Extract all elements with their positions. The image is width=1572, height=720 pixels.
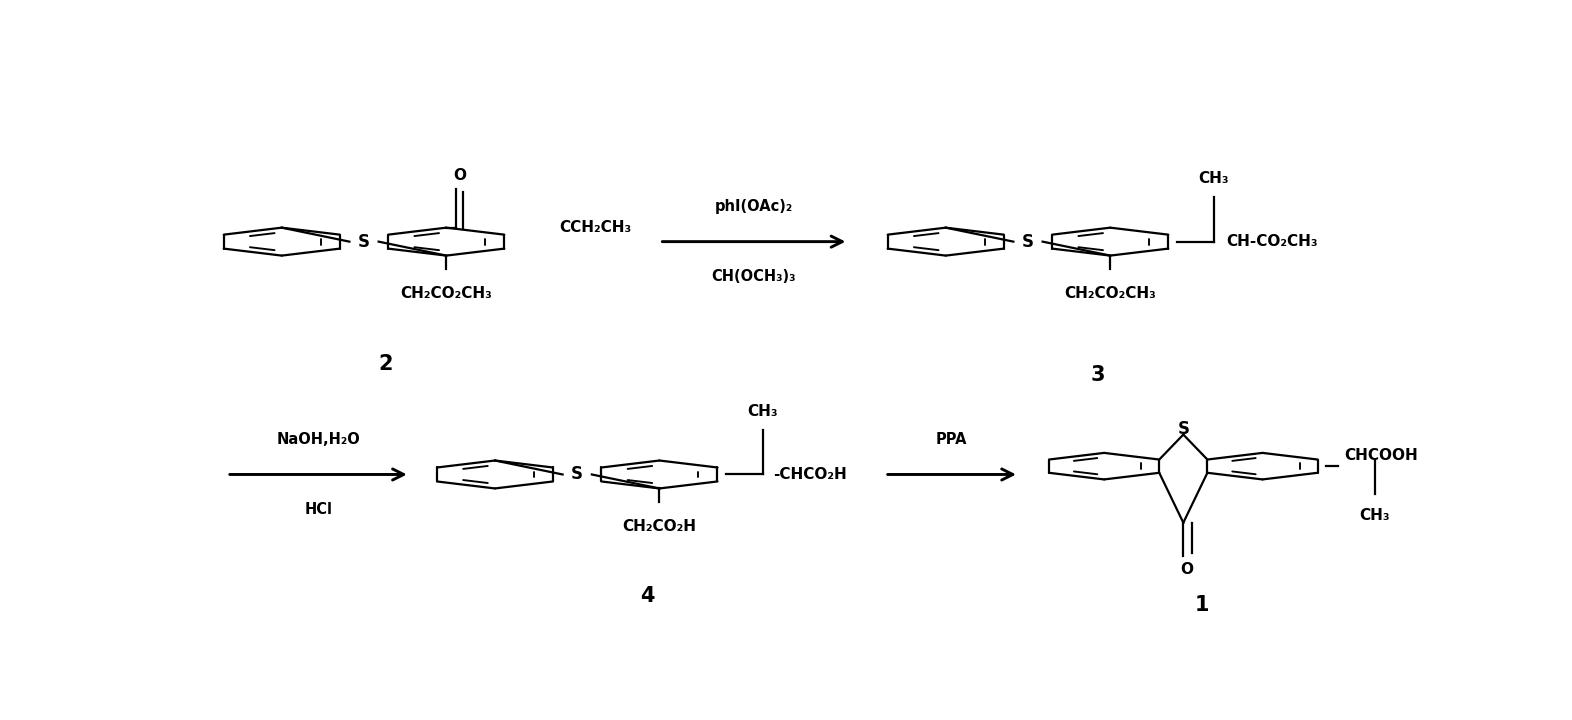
Text: CH(OCH₃)₃: CH(OCH₃)₃ — [712, 269, 795, 284]
Text: PPA: PPA — [935, 432, 968, 446]
Text: O: O — [453, 168, 467, 184]
Text: CH₂CO₂CH₃: CH₂CO₂CH₃ — [401, 286, 492, 301]
Text: 4: 4 — [640, 587, 654, 606]
Text: -CHCO₂H: -CHCO₂H — [773, 467, 846, 482]
Text: O: O — [1181, 562, 1193, 577]
Text: S: S — [571, 465, 583, 484]
Text: S: S — [358, 233, 369, 251]
Text: CH₂CO₂H: CH₂CO₂H — [623, 519, 696, 534]
Text: CH₂CO₂CH₃: CH₂CO₂CH₃ — [1064, 286, 1155, 301]
Text: CH-CO₂CH₃: CH-CO₂CH₃ — [1226, 234, 1317, 249]
Text: CHCOOH: CHCOOH — [1344, 448, 1418, 462]
Text: CH₃: CH₃ — [1360, 508, 1390, 523]
Text: CCH₂CH₃: CCH₂CH₃ — [560, 220, 632, 235]
Text: CH₃: CH₃ — [748, 404, 778, 419]
Text: 3: 3 — [1091, 365, 1105, 384]
Text: S: S — [1022, 233, 1034, 251]
Text: phI(OAc)₂: phI(OAc)₂ — [715, 199, 792, 214]
Text: CH₃: CH₃ — [1198, 171, 1229, 186]
Text: 1: 1 — [1195, 595, 1209, 615]
Text: NaOH,H₂O: NaOH,H₂O — [277, 432, 360, 446]
Text: 2: 2 — [379, 354, 393, 374]
Text: S: S — [1177, 420, 1190, 438]
Text: HCl: HCl — [305, 503, 332, 517]
